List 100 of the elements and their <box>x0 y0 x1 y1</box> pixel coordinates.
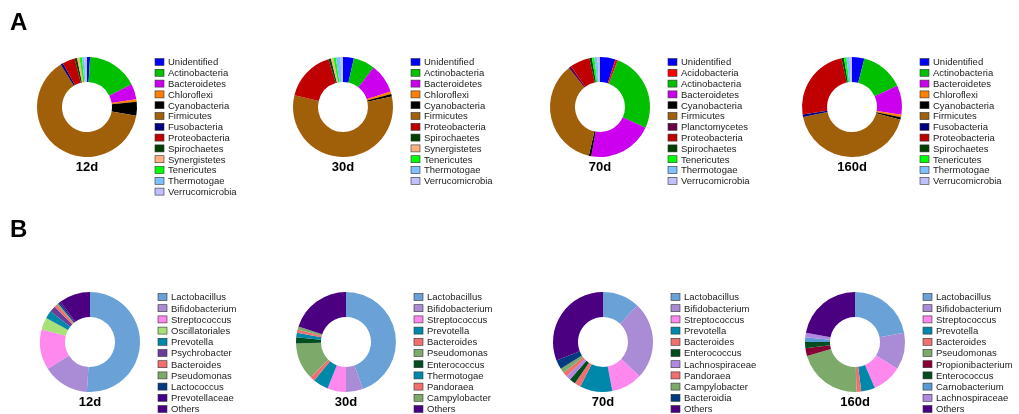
text: 12d <box>75 159 99 174</box>
legend-label: Cyanobacteria <box>681 99 743 111</box>
donut-slice <box>594 57 599 83</box>
donut-slice <box>87 57 91 83</box>
legend-label: Firmicutes <box>424 110 469 122</box>
donut-slice <box>111 101 137 116</box>
legend-label: Cyanobacteria <box>933 99 995 111</box>
text: 160d <box>840 394 870 409</box>
legend-label: Streptococcus <box>684 313 745 325</box>
legend-label: Lactobacillus <box>684 291 740 303</box>
legend-label: Thermotogae <box>427 369 484 381</box>
legend-label: Spirochaetes <box>933 142 989 154</box>
donut-slice <box>570 58 595 87</box>
legend-label: Unidentified <box>933 56 984 68</box>
legend-label: Others <box>684 403 713 414</box>
donut-slice <box>805 292 855 338</box>
donut-slice <box>876 332 905 369</box>
legend-label: Spirochaetes <box>681 142 737 154</box>
donut-slice <box>550 67 595 156</box>
legend-label: Bacteroidetes <box>424 77 483 89</box>
legend-label: Bacteroides <box>936 336 987 348</box>
donut-slice <box>805 337 831 342</box>
legend-label: Verrucomicrobia <box>168 185 238 197</box>
legend-label: Tenericutes <box>681 153 730 165</box>
donut-slice <box>858 58 898 97</box>
donut-slice <box>296 332 322 340</box>
legend-label: Bacteroidia <box>684 392 733 404</box>
text: 70d <box>591 394 615 409</box>
donut-slice <box>60 292 90 322</box>
donut-slice <box>109 84 137 104</box>
legend-label: Chloroflexi <box>168 88 213 100</box>
legend-label: Acidobacteria <box>681 67 740 79</box>
text: 70d <box>588 159 612 174</box>
donut-slice <box>293 95 393 157</box>
donut-slice <box>296 329 322 338</box>
donut-slice <box>62 58 81 86</box>
legend-label: Bacteroides <box>171 358 222 370</box>
donut-slice <box>591 117 646 157</box>
donut-slice <box>603 292 638 324</box>
legend-label: Streptococcus <box>427 313 488 325</box>
legend-label: Cyanobacteria <box>168 99 230 111</box>
legend-label: Enterococcus <box>684 347 742 359</box>
legend-label: Verrucomicrobia <box>424 175 494 187</box>
donut-slice <box>620 305 653 377</box>
donut-slice <box>553 292 603 361</box>
donut-slice <box>37 64 137 157</box>
donut-slice <box>86 292 140 392</box>
donut-slice <box>327 365 346 392</box>
legend-label: Bacteroides <box>427 336 478 348</box>
legend-label: Spirochaetes <box>424 131 480 143</box>
legend-label: Bacteroidetes <box>168 77 227 89</box>
donut-slice <box>855 366 862 392</box>
donut-slice <box>802 58 847 115</box>
donut-slice <box>846 57 851 83</box>
legend-label: Oscillatoriales <box>171 324 231 336</box>
legend-label: Firmicutes <box>168 110 213 122</box>
donut-slice <box>296 342 329 378</box>
legend-label: Prevotellaceae <box>171 392 234 404</box>
legend-label: Proteobacteria <box>168 131 231 143</box>
donut-slice <box>849 57 852 83</box>
text: 12d <box>78 394 102 409</box>
donut-slice <box>346 365 363 392</box>
legend-label: Proteobacteria <box>933 131 996 143</box>
donut-slice <box>864 355 898 388</box>
donut-slice <box>296 337 322 344</box>
legend-label: Bacteroides <box>684 336 735 348</box>
donut-slice <box>41 317 69 336</box>
donut-slice <box>556 351 582 369</box>
legend-label: Others <box>936 403 965 414</box>
legend-label: Prevotella <box>936 324 979 336</box>
donut-slice <box>294 59 336 102</box>
donut-slice <box>600 57 616 84</box>
donut-slice <box>60 63 75 86</box>
legend-label: Prevotella <box>684 324 727 336</box>
donut-slice <box>608 60 650 128</box>
legend-label: Prevotella <box>427 324 470 336</box>
legend-label: Actinobacteria <box>681 77 742 89</box>
legend-label: Bifidobacterium <box>936 302 1002 314</box>
legend-label: Tenericutes <box>424 153 473 165</box>
donut-slice <box>346 292 396 390</box>
text: 160d <box>837 159 867 174</box>
legend-label: Prevotella <box>171 336 214 348</box>
donut-slice <box>805 332 831 340</box>
legend-label: Bacteroidetes <box>933 77 992 89</box>
legend-label: Pseudomonas <box>427 347 488 359</box>
legend-label: Enterococcus <box>936 369 994 381</box>
legend-label: Lactococcus <box>171 380 225 392</box>
legend-label: Verrucomicrobia <box>933 175 1003 187</box>
legend-label: Enterococcus <box>427 358 485 370</box>
legend-label: Lactobacillus <box>171 291 227 303</box>
legend-label: Fusobacteria <box>168 121 224 133</box>
legend-label: Chloroflexi <box>424 88 469 100</box>
legend-label: Planctomycetes <box>681 121 749 133</box>
legend-label: Pseudomonas <box>936 347 997 359</box>
legend-label: Thermotogae <box>933 164 990 176</box>
legend-label: Spirochaetes <box>168 142 224 154</box>
legend-label: Unidentified <box>424 56 475 68</box>
legend-label: Tenericutes <box>168 164 217 176</box>
donut-slice <box>588 131 596 157</box>
legend-label: Thermotogae <box>168 175 225 187</box>
